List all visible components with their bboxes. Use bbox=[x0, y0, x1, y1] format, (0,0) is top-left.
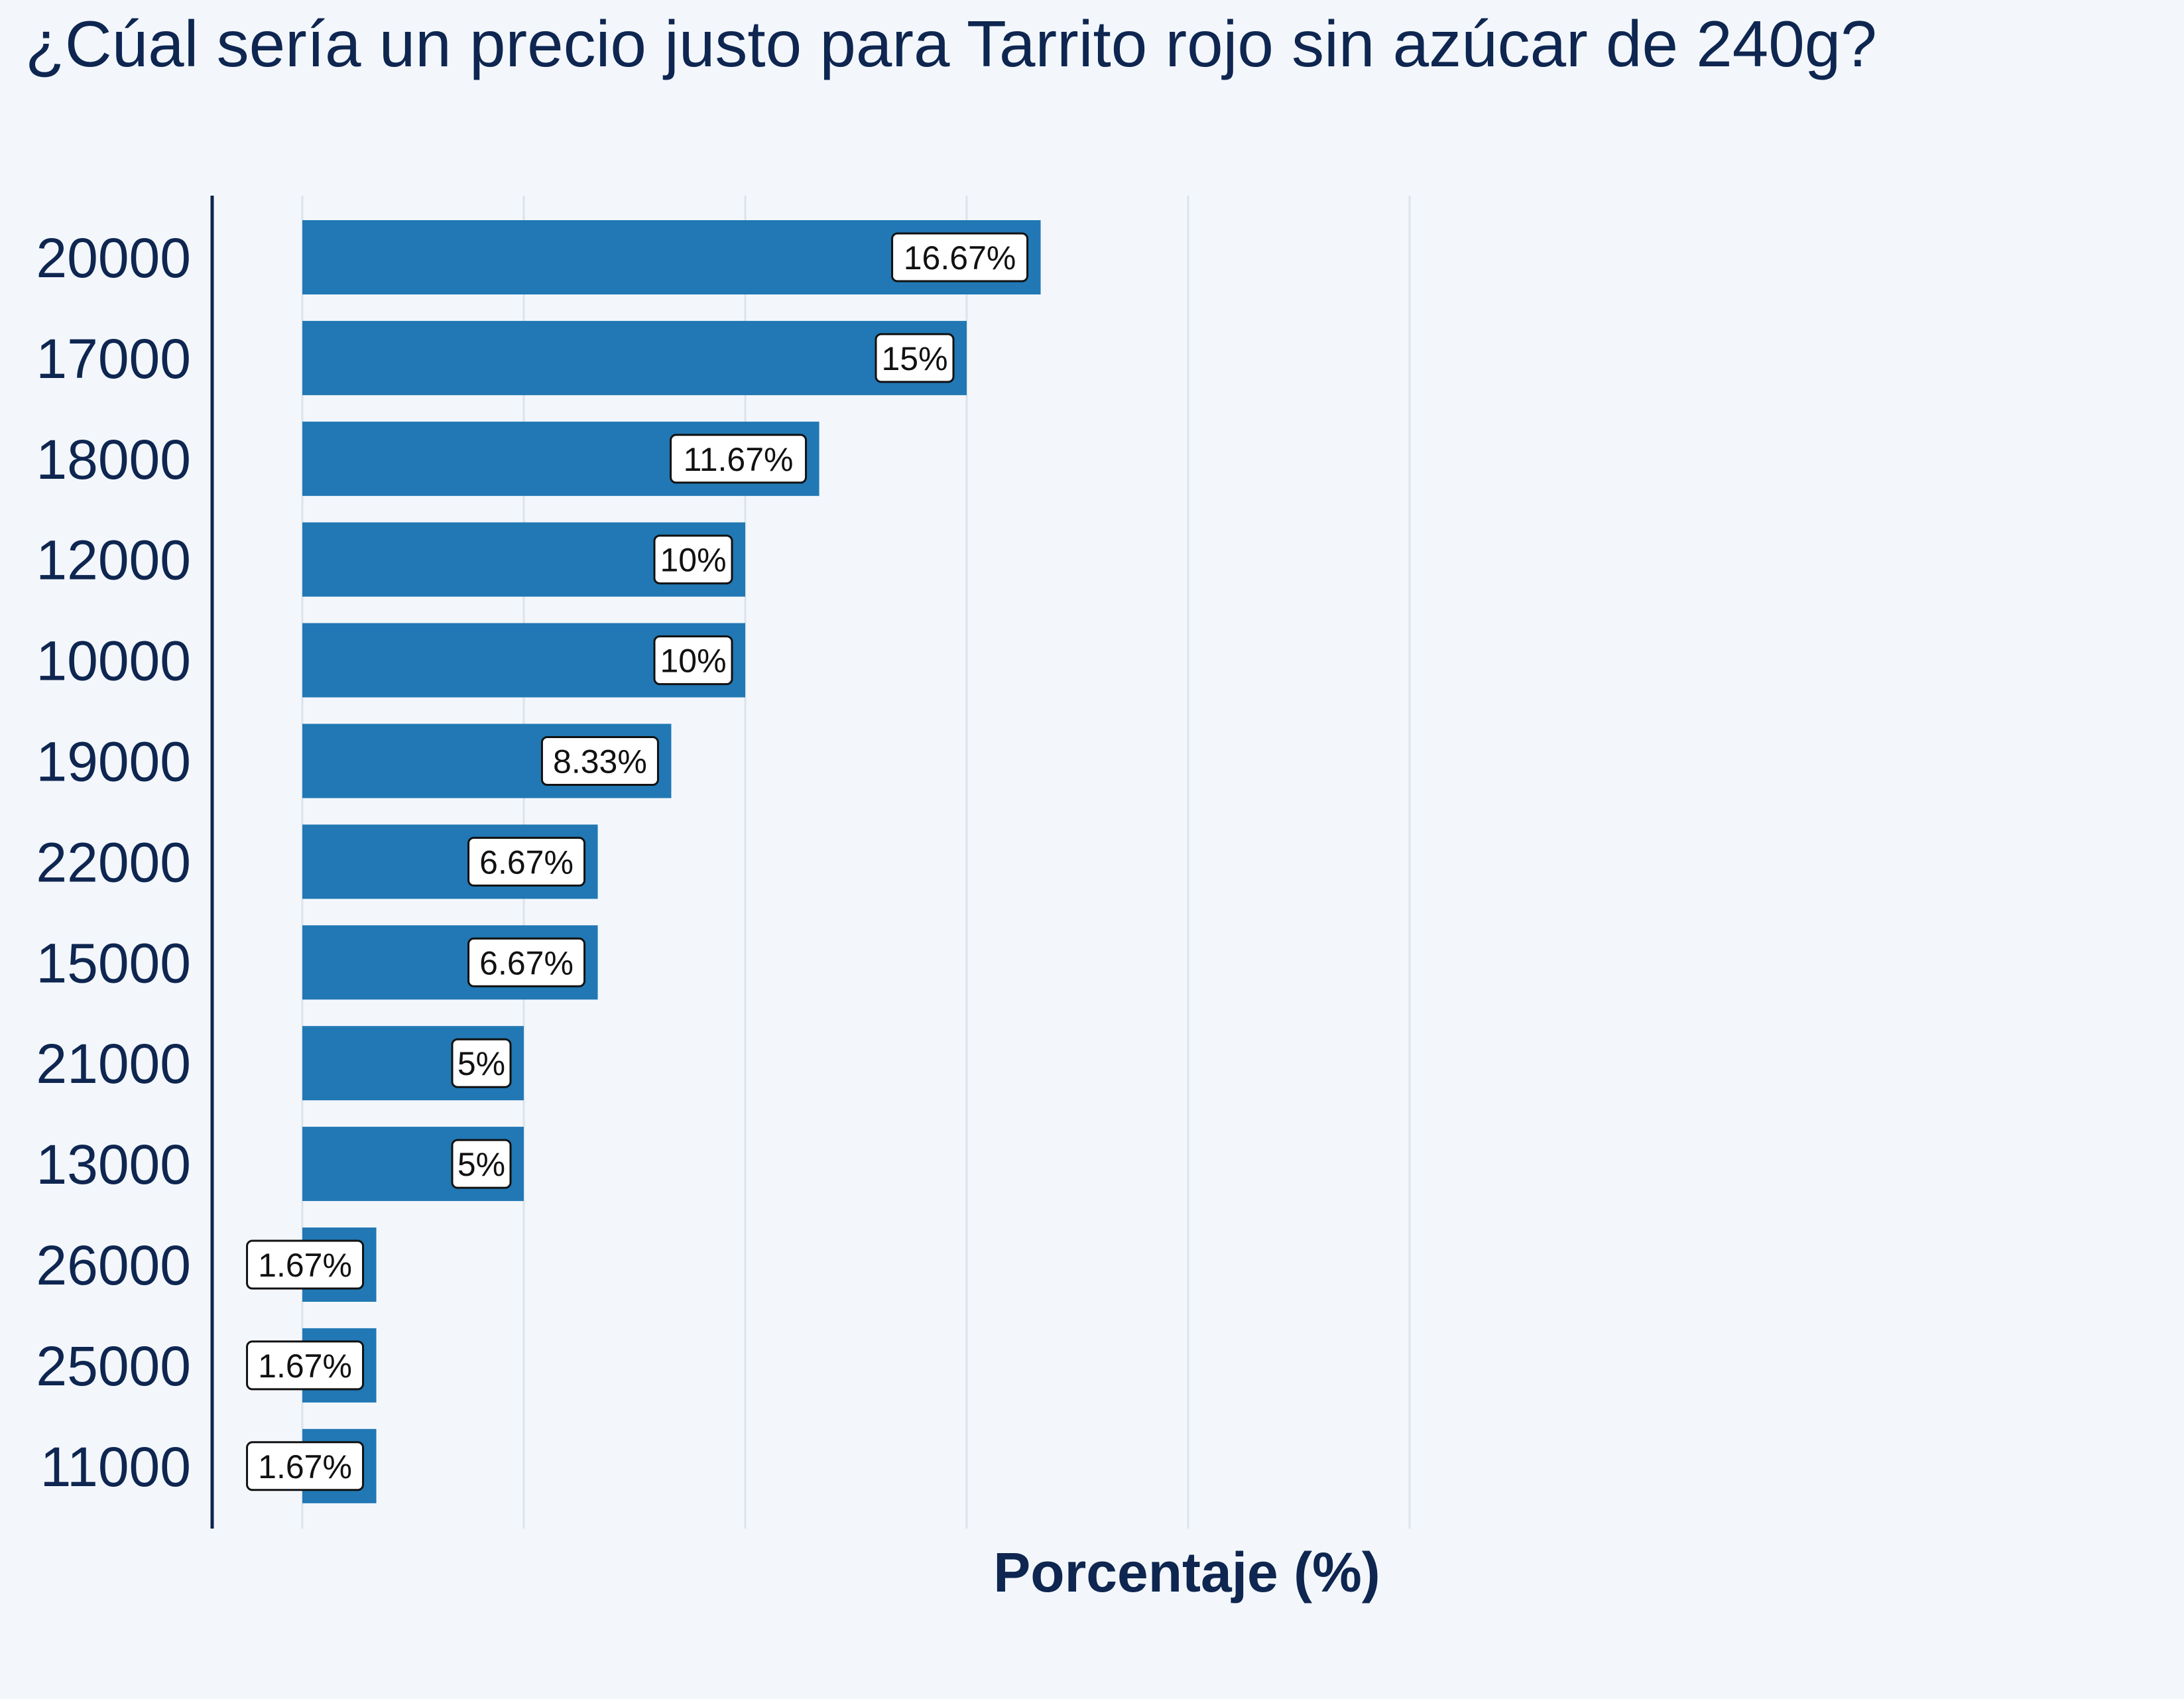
y-tick-label: 25000 bbox=[36, 1335, 191, 1397]
data-label-box bbox=[875, 333, 955, 383]
y-tick-label: 26000 bbox=[36, 1234, 191, 1296]
chart-title: ¿Cúal sería un precio justo para Tarrito… bbox=[25, 7, 1877, 80]
data-label: 10% bbox=[660, 542, 726, 579]
y-tick-label: 22000 bbox=[36, 831, 191, 893]
data-label-box bbox=[246, 1239, 365, 1290]
y-tick-label: 11000 bbox=[40, 1436, 191, 1498]
data-label-box bbox=[670, 434, 808, 484]
y-tick-label: 18000 bbox=[36, 428, 191, 491]
data-label: 1.67% bbox=[258, 1247, 352, 1284]
data-label-box bbox=[891, 232, 1029, 283]
data-label: 15% bbox=[881, 340, 947, 377]
data-label: 6.67% bbox=[479, 944, 574, 981]
data-label-box bbox=[653, 635, 733, 686]
data-label: 1.67% bbox=[258, 1348, 352, 1385]
data-label: 16.67% bbox=[904, 239, 1016, 277]
data-label: 5% bbox=[457, 1146, 505, 1183]
data-label-box bbox=[467, 937, 586, 987]
x-axis-label: Porcentaje (%) bbox=[993, 1541, 1380, 1604]
data-label: 1.67% bbox=[258, 1448, 352, 1485]
data-label-box bbox=[451, 1139, 512, 1189]
data-label-box bbox=[467, 836, 586, 887]
y-tick-label: 19000 bbox=[36, 731, 191, 793]
data-label-box bbox=[540, 736, 659, 786]
data-label-box bbox=[246, 1441, 365, 1491]
y-tick-label: 13000 bbox=[36, 1133, 191, 1196]
y-tick-label: 20000 bbox=[36, 227, 191, 289]
y-tick-label: 15000 bbox=[36, 932, 191, 994]
data-label-box bbox=[246, 1340, 365, 1391]
data-label-box bbox=[451, 1038, 512, 1088]
data-label: 5% bbox=[457, 1045, 505, 1082]
y-tick-label: 10000 bbox=[36, 630, 191, 692]
y-tick-label: 21000 bbox=[36, 1033, 191, 1095]
data-label: 10% bbox=[660, 643, 726, 680]
bar bbox=[302, 320, 967, 395]
data-label: 11.67% bbox=[684, 441, 794, 478]
y-tick-label: 12000 bbox=[36, 529, 191, 592]
data-label: 6.67% bbox=[479, 844, 574, 881]
data-label-box bbox=[653, 535, 733, 585]
data-label: 8.33% bbox=[553, 743, 647, 781]
y-tick-label: 17000 bbox=[36, 328, 191, 390]
